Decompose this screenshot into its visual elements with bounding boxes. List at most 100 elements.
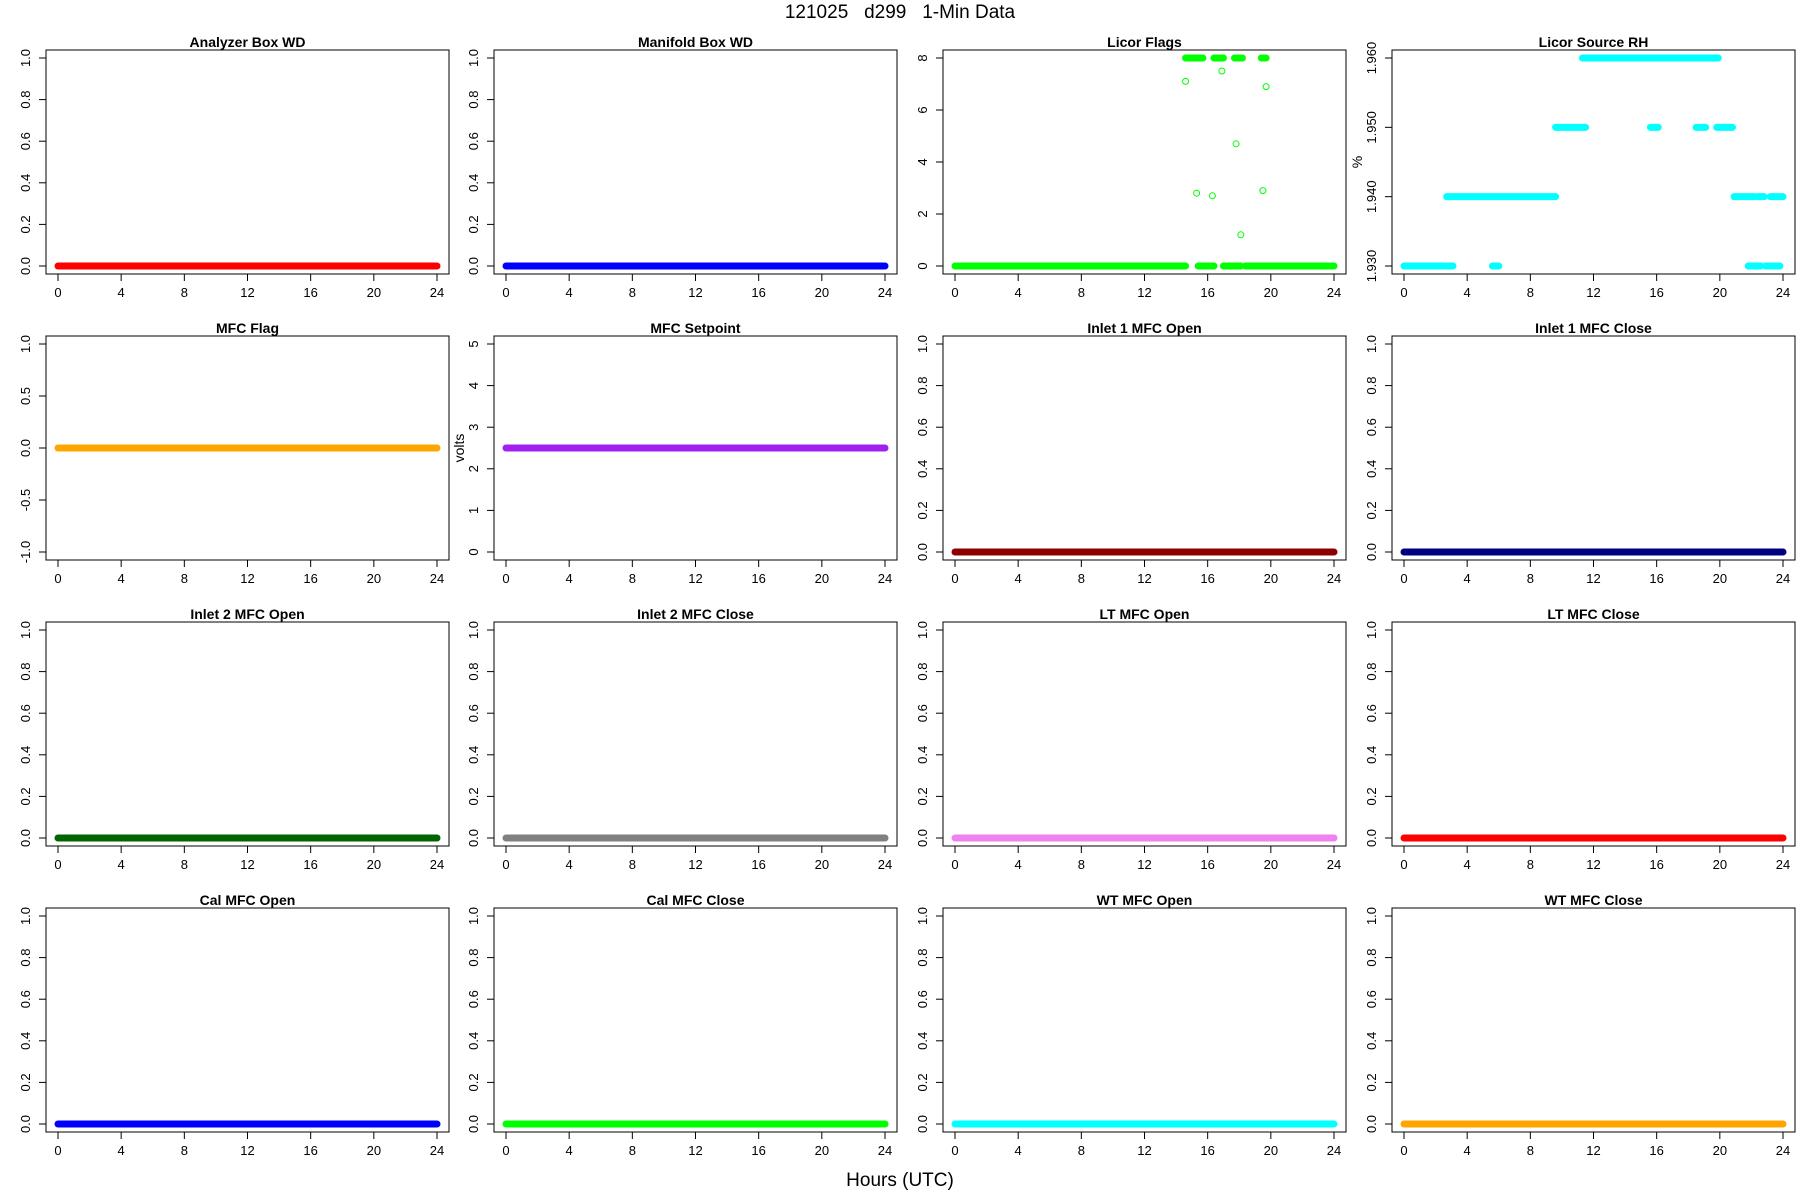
- x-tick-label: 24: [1776, 1143, 1790, 1158]
- panel-title: LT MFC Open: [1100, 606, 1190, 622]
- x-tick-label: 12: [1137, 571, 1151, 586]
- y-tick-label: 0.4: [915, 746, 930, 764]
- panel-title: MFC Setpoint: [650, 320, 741, 336]
- plot-frame: [493, 49, 898, 275]
- x-tick-label: 8: [1527, 285, 1534, 300]
- x-tick-label: 4: [566, 1143, 573, 1158]
- x-tick-label: 24: [878, 285, 892, 300]
- panel-title: Cal MFC Open: [200, 892, 296, 908]
- y-tick-label: 0.2: [1364, 787, 1379, 805]
- y-tick-label: 0.5: [18, 387, 33, 405]
- y-tick-label: 0.2: [18, 1073, 33, 1091]
- x-tick-label: 24: [878, 857, 892, 872]
- x-tick-label: 8: [629, 571, 636, 586]
- x-tick-label: 16: [1649, 285, 1663, 300]
- x-tick-label: 4: [1464, 857, 1471, 872]
- plot-frame: [45, 621, 450, 847]
- plot-frame: [942, 49, 1347, 275]
- x-tick-label: 20: [1713, 285, 1727, 300]
- x-tick-label: 8: [1078, 285, 1085, 300]
- panel-title: Inlet 1 MFC Open: [1087, 320, 1201, 336]
- y-tick-label: 2: [466, 465, 481, 472]
- y-tick-label: 0.4: [466, 1032, 481, 1050]
- panel: WT MFC Open 0 4 8 12 16 20 24 0.0 0.2 0.4 0.6 0.8 1.0: [915, 892, 1347, 1158]
- x-tick-label: 20: [1264, 285, 1278, 300]
- x-tick-label: 24: [1327, 857, 1341, 872]
- y-tick-label: 1.0: [1364, 335, 1379, 353]
- panel: WT MFC Close 0 4 8 12 16 20 24 0.0 0.2 0.4 0.6 0.8 1.…: [1364, 892, 1796, 1158]
- x-tick-label: 12: [1586, 285, 1600, 300]
- x-tick-label: 8: [629, 285, 636, 300]
- x-axis-label: Hours (UTC): [846, 1170, 954, 1191]
- x-tick-label: 8: [181, 1143, 188, 1158]
- data-point: [1208, 192, 1216, 200]
- x-tick-label: 12: [240, 857, 254, 872]
- x-tick-label: 0: [1400, 857, 1407, 872]
- x-tick-label: 0: [1400, 571, 1407, 586]
- x-tick-label: 0: [502, 571, 509, 586]
- x-tick-label: 20: [367, 857, 381, 872]
- y-tick-label: 0.6: [915, 704, 930, 722]
- x-tick-label: 20: [367, 285, 381, 300]
- data-point: [1232, 140, 1240, 148]
- panel-title: Licor Flags: [1107, 34, 1182, 50]
- x-tick-label: 24: [430, 1143, 444, 1158]
- y-tick-label: 2: [915, 210, 930, 217]
- y-axis-label: %: [1349, 156, 1365, 168]
- panel: Inlet 1 MFC Open 0 4 8 12 16 20 24 0.0 0.2 0.4 0.6 0…: [915, 320, 1347, 586]
- x-tick-label: 8: [1527, 1143, 1534, 1158]
- y-tick-label: 0.0: [1364, 543, 1379, 561]
- y-tick-label: 0.0: [466, 257, 481, 275]
- y-tick-label: 4: [915, 158, 930, 165]
- x-tick-label: 8: [1078, 857, 1085, 872]
- y-tick-label: 0.8: [915, 377, 930, 395]
- x-tick-label: 0: [54, 285, 61, 300]
- x-tick-label: 4: [566, 285, 573, 300]
- plot-frame: [942, 907, 1347, 1133]
- x-tick-label: 20: [367, 571, 381, 586]
- y-tick-label: 0.6: [915, 990, 930, 1008]
- x-tick-label: 16: [303, 857, 317, 872]
- x-tick-label: 0: [951, 857, 958, 872]
- y-tick-label: 0.0: [915, 829, 930, 847]
- panel: Licor Source RH 0 4 8 12 16 20 24 1.930 1.940 1.95…: [1349, 34, 1796, 300]
- x-tick-label: 16: [751, 1143, 765, 1158]
- x-tick-label: 4: [1015, 1143, 1022, 1158]
- y-tick-label: 0.8: [1364, 377, 1379, 395]
- x-tick-label: 8: [1527, 571, 1534, 586]
- panel: Manifold Box WD 0 4 8 12 16 20 24 0.0 0.2 0.4 0.6 0.…: [466, 34, 898, 300]
- y-tick-label: 0.2: [466, 215, 481, 233]
- panel-title: WT MFC Open: [1097, 892, 1193, 908]
- y-tick-label: 0.4: [1364, 746, 1379, 764]
- x-tick-label: 0: [502, 1143, 509, 1158]
- y-tick-label: 0.8: [18, 663, 33, 681]
- x-tick-label: 24: [1327, 571, 1341, 586]
- x-tick-label: 12: [688, 1143, 702, 1158]
- x-tick-label: 0: [502, 857, 509, 872]
- y-tick-label: 1.0: [466, 49, 481, 67]
- x-tick-label: 12: [1137, 1143, 1151, 1158]
- y-tick-label: 1.960: [1364, 42, 1379, 75]
- x-tick-label: 12: [1586, 1143, 1600, 1158]
- y-tick-label: 0.0: [466, 1115, 481, 1133]
- panel-title: Analyzer Box WD: [190, 34, 306, 50]
- y-tick-label: 0.0: [915, 1115, 930, 1133]
- x-tick-label: 4: [118, 571, 125, 586]
- y-tick-label: 0.6: [466, 704, 481, 722]
- y-tick-label: 0.0: [18, 829, 33, 847]
- x-tick-label: 20: [815, 1143, 829, 1158]
- x-tick-label: 20: [1713, 1143, 1727, 1158]
- plot-frame: [942, 335, 1347, 561]
- y-tick-label: 0.4: [466, 174, 481, 192]
- y-tick-label: -0.5: [18, 489, 33, 511]
- x-tick-label: 20: [815, 285, 829, 300]
- x-tick-label: 12: [1137, 285, 1151, 300]
- y-tick-label: 1.0: [18, 907, 33, 925]
- x-tick-label: 8: [1527, 857, 1534, 872]
- x-tick-label: 4: [566, 857, 573, 872]
- y-tick-label: 0.6: [18, 132, 33, 150]
- x-tick-label: 16: [1200, 285, 1214, 300]
- y-tick-label: 0.0: [915, 543, 930, 561]
